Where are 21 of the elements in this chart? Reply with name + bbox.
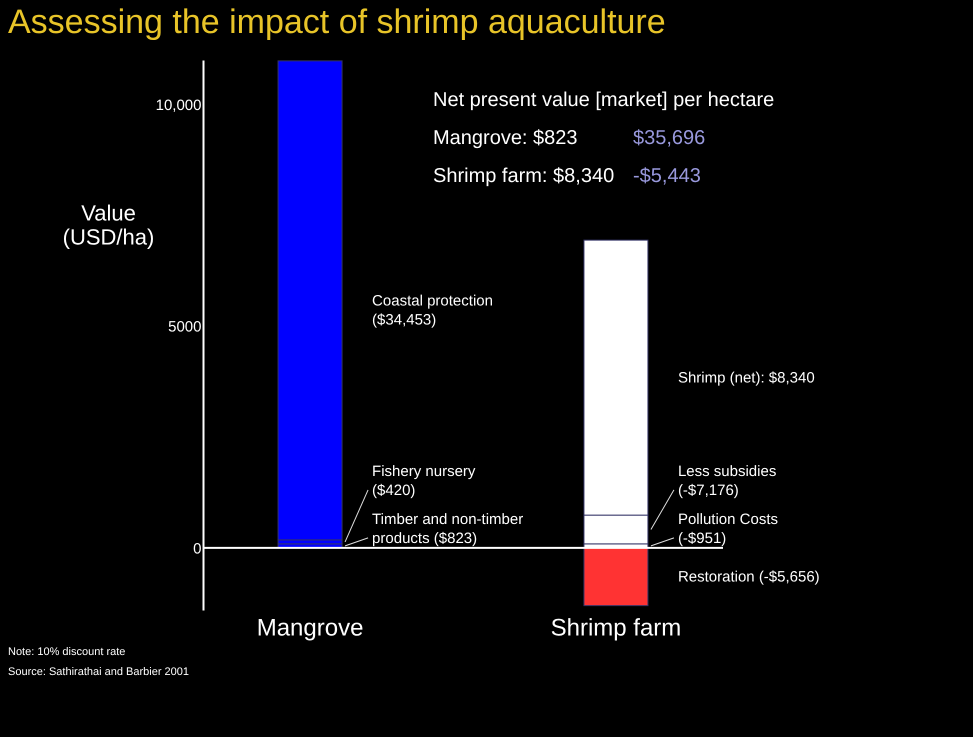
annotation: $35,696	[633, 127, 706, 149]
chart-title: Assessing the impact of shrimp aquaculture	[8, 3, 666, 41]
y-tick-label: 5000	[168, 318, 202, 336]
series-label: Pollution Costs (-$951)	[678, 510, 778, 547]
y-axis-title: Value (USD/ha)	[62, 200, 154, 250]
y-tick-label: 0	[193, 540, 202, 558]
text: Note: 10% discount rate	[8, 646, 126, 658]
annotation: Net present value [market] per hectare	[433, 89, 774, 111]
text: Fishery nursery ($420)	[372, 462, 476, 499]
series-label: Coastal protection ($34,453)	[372, 292, 493, 328]
annotation: -$5,443	[633, 165, 701, 187]
y-tick-label: 10,000	[156, 96, 202, 114]
annotation: Shrimp farm: $8,340	[433, 165, 614, 187]
series-label: Timber and non-timber products ($823)	[372, 510, 524, 547]
x-tick-label: Shrimp farm	[550, 614, 682, 642]
x-tick-label: Mangrove	[256, 614, 364, 642]
series-label: Shrimp (net): $8,340	[678, 370, 815, 387]
text: Less subsidies (-$7,176)	[678, 462, 776, 499]
annotation: Mangrove: $823	[433, 127, 578, 149]
source-note: Source: Sathirathai and Barbier 2001	[8, 666, 190, 678]
series-label: Restoration (-$5,656)	[678, 568, 820, 586]
